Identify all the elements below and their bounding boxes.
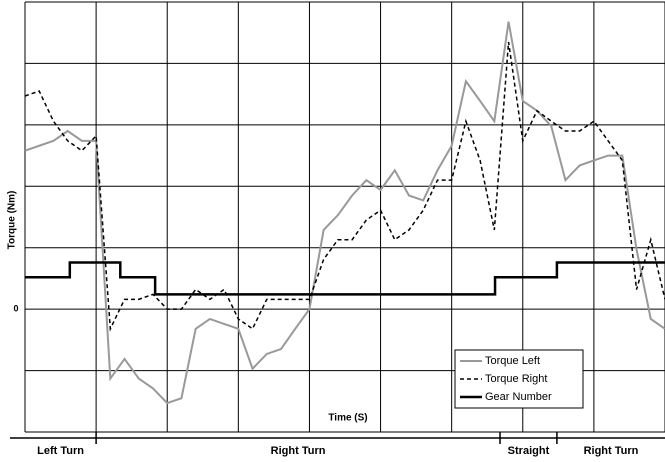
legend: Torque Left Torque Right Gear Number: [454, 349, 584, 409]
segment-label: Right Turn: [271, 445, 326, 457]
segment-label: Straight: [508, 445, 550, 457]
legend-label: Gear Number: [485, 391, 552, 403]
series-line: [24, 41, 665, 332]
series-line: [24, 21, 665, 405]
y-tick-label: 0: [13, 304, 18, 314]
legend-label: Torque Left: [485, 355, 540, 367]
segment-label: Left Turn: [37, 445, 84, 457]
segment-label: Right Turn: [584, 445, 639, 457]
legend-label: Torque Right: [485, 373, 547, 385]
x-axis-label: Time (S): [328, 413, 367, 424]
y-axis-label: Torque (Nm): [7, 191, 18, 250]
series-line: [25, 261, 665, 296]
